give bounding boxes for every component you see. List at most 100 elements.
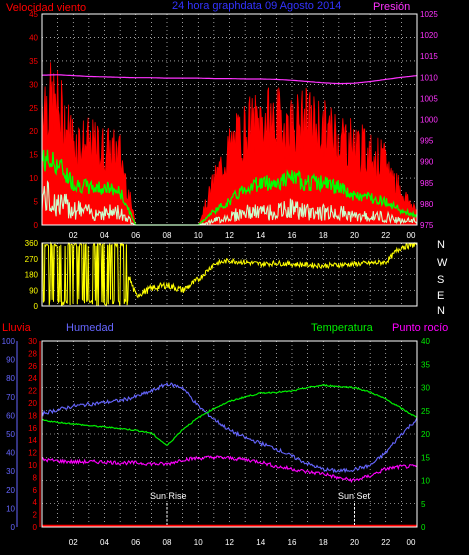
rain-tick-label: 8 — [33, 473, 38, 482]
x-tick-label: 22 — [381, 538, 390, 547]
y-left-tick-label: 40 — [29, 33, 38, 42]
y-right-tick-label: 1005 — [420, 94, 438, 103]
y-left-tick-label: 5 — [34, 198, 39, 207]
sunrise-label: Sun Rise — [150, 491, 187, 501]
x-tick-label: 18 — [319, 538, 328, 547]
rain-tick-label: 18 — [28, 411, 37, 420]
wind-avg-series — [41, 149, 418, 226]
rain-label: Lluvia — [2, 322, 32, 334]
x-tick-label: 20 — [350, 231, 359, 240]
y-tick-label: 90 — [29, 286, 38, 295]
temp-tick-label: 0 — [421, 523, 426, 532]
temp-tick-label: 10 — [421, 477, 430, 486]
y-right-tick-label: 1020 — [420, 31, 438, 40]
y-left-tick-label: 25 — [29, 104, 38, 113]
rain-tick-label: 10 — [28, 461, 37, 470]
temp-tick-label: 5 — [421, 500, 426, 509]
x-tick-label: 08 — [163, 538, 172, 547]
direction-chart-frame — [41, 242, 418, 307]
pressure-label: Presión — [373, 1, 410, 13]
y-right-tick-label: 1025 — [420, 10, 438, 19]
x-tick-label: 00 — [407, 231, 416, 240]
humidity-tick-label: 10 — [6, 504, 15, 513]
wind-direction-chart: 0 90 180 270 360 — [25, 239, 418, 311]
y-left-tick-label: 20 — [29, 127, 38, 136]
y-right-tick-label: 995 — [420, 137, 434, 146]
temp-tick-label: 15 — [421, 453, 430, 462]
y-right-tick-label: 1000 — [420, 116, 438, 125]
y-tick-label: 270 — [25, 255, 39, 264]
y-tick-label: 180 — [25, 271, 39, 280]
y-right-tick-label: 1015 — [420, 52, 438, 61]
humidity-tick-label: 50 — [6, 430, 15, 439]
rain-tick-label: 22 — [28, 387, 37, 396]
x-tick-label: 10 — [194, 231, 203, 240]
x-tick-label: 18 — [319, 231, 328, 240]
temperature-series — [41, 383, 418, 446]
humidity-tick-label: 40 — [6, 449, 15, 458]
rain-tick-label: 0 — [33, 523, 38, 532]
y-tick-label: 0 — [34, 302, 39, 311]
dir-label-s: S — [437, 274, 444, 286]
humidity-tick-label: 20 — [6, 486, 15, 495]
y-right-tick-label: 975 — [420, 221, 434, 230]
x-tick-label: 00 — [407, 538, 416, 547]
humidity-tick-label: 80 — [6, 374, 15, 383]
x-tick-label: 14 — [256, 231, 265, 240]
y-left-tick-label: 15 — [29, 151, 38, 160]
dir-label-w: W — [437, 257, 448, 269]
y-left-tick-label: 0 — [34, 221, 39, 230]
temp-tick-label: 35 — [421, 360, 430, 369]
temp-tick-label: 20 — [421, 430, 430, 439]
y-left-tick-label: 45 — [29, 10, 38, 19]
y-right-tick-label: 980 — [420, 200, 434, 209]
temp-tick-label: 40 — [421, 337, 430, 346]
y-right-tick-label: 1010 — [420, 73, 438, 82]
humidity-tick-label: 100 — [2, 337, 16, 346]
y-tick-label: 360 — [25, 239, 39, 248]
wind-direction-series — [41, 241, 418, 308]
x-tick-label: 06 — [131, 538, 140, 547]
x-tick-label: 02 — [69, 538, 78, 547]
rain-tick-label: 4 — [33, 498, 38, 507]
x-tick-label: 20 — [350, 538, 359, 547]
x-tick-label: 14 — [256, 538, 265, 547]
x-tick-label: 16 — [288, 538, 297, 547]
dir-label-n-bottom: N — [437, 305, 445, 317]
x-tick-label: 02 — [69, 231, 78, 240]
x-tick-label: 06 — [131, 231, 140, 240]
sunset-label: Sun Set — [338, 491, 371, 501]
rain-tick-label: 12 — [28, 449, 37, 458]
wind-min-series — [41, 180, 418, 226]
dewpoint-label: Punto rocío — [392, 322, 448, 334]
dir-label-e: E — [437, 290, 444, 302]
rain-tick-label: 26 — [28, 362, 37, 371]
wind-pressure-chart: 0510152025303540459759809859909951000100… — [29, 10, 438, 240]
rain-tick-label: 28 — [28, 349, 37, 358]
humidity-label: Humedad — [66, 322, 114, 334]
x-tick-label: 08 — [163, 231, 172, 240]
rain-tick-label: 6 — [33, 486, 38, 495]
y-left-tick-label: 10 — [29, 174, 38, 183]
y-right-tick-label: 985 — [420, 179, 434, 188]
rain-tick-label: 14 — [28, 436, 37, 445]
rain-tick-label: 2 — [33, 511, 38, 520]
humidity-series — [41, 382, 418, 474]
y-right-tick-label: 990 — [420, 158, 434, 167]
rain-tick-label: 16 — [28, 424, 37, 433]
x-tick-label: 22 — [381, 231, 390, 240]
temp-hum-chart: 0102030405060708090100024681012141618202… — [2, 337, 431, 547]
x-tick-label: 12 — [225, 231, 234, 240]
temperature-label: Temperatura — [311, 322, 374, 334]
dewpoint-series — [41, 455, 418, 484]
y-left-tick-label: 30 — [29, 80, 38, 89]
temp-tick-label: 25 — [421, 407, 430, 416]
rain-tick-label: 20 — [28, 399, 37, 408]
pressure-series — [41, 74, 418, 85]
rain-tick-label: 30 — [28, 337, 37, 346]
x-tick-label: 10 — [194, 538, 203, 547]
chart-title: 24 hora graphdata 09 Agosto 2014 — [172, 0, 341, 12]
humidity-tick-label: 90 — [6, 356, 15, 365]
dir-label-n-top: N — [437, 239, 445, 251]
humidity-tick-label: 60 — [6, 411, 15, 420]
